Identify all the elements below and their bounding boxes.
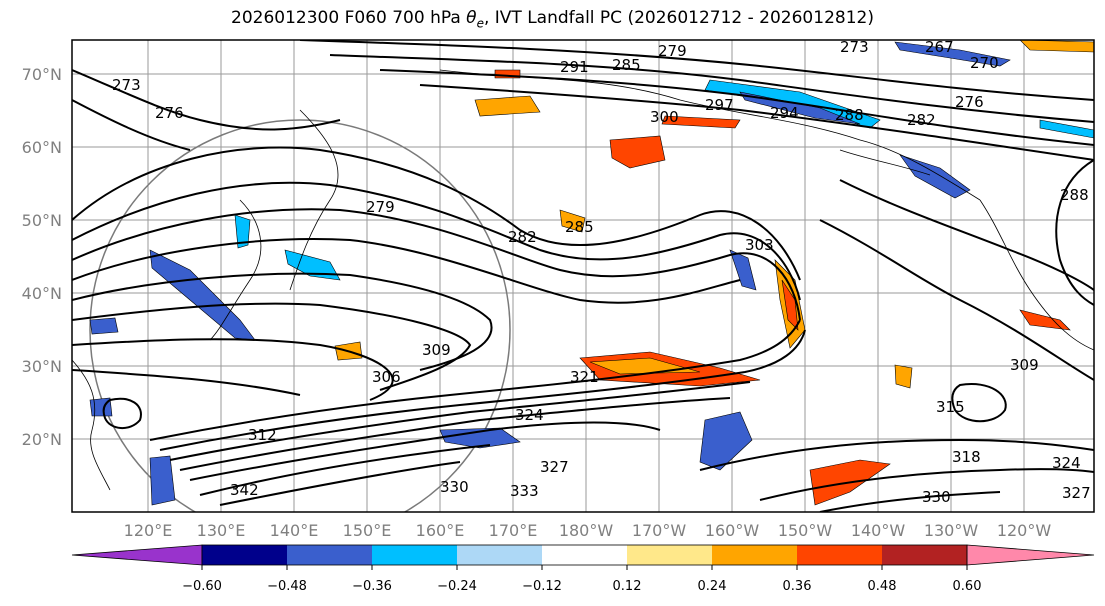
colorbar-extend-left	[71, 544, 203, 566]
lon-label: 160°E	[416, 521, 465, 540]
contour-label: 309	[422, 341, 451, 359]
contour-label: 327	[540, 458, 569, 476]
contour-label: 279	[366, 198, 395, 216]
contour-label: 279	[658, 42, 687, 60]
contour-label: 303	[745, 236, 774, 254]
contour-label: 288	[1060, 186, 1089, 204]
contour-label: 321	[570, 368, 599, 386]
contour-label: 306	[372, 368, 401, 386]
contour-label: 309	[1010, 356, 1039, 374]
contour-label: 324	[1052, 454, 1081, 472]
colorbar-segment	[202, 545, 287, 565]
contour-label: 273	[112, 76, 141, 94]
lat-label: 60°N	[22, 138, 62, 157]
lon-label: 170°W	[632, 521, 687, 540]
colorbar: −0.60 −0.48 −0.36 −0.24 −0.12 0.12 0.24 …	[71, 544, 1095, 594]
lat-label: 20°N	[22, 430, 62, 449]
colorbar-tick: 0.60	[953, 579, 982, 594]
contour-label: 294	[770, 104, 799, 122]
contour-label: 282	[907, 111, 936, 129]
colorbar-tick: −0.12	[522, 579, 562, 594]
contour-label: 276	[155, 104, 184, 122]
contour-label: 297	[705, 96, 734, 114]
contour-label: 330	[922, 488, 951, 506]
latitude-labels: 70°N 60°N 50°N 40°N 30°N 20°N	[22, 65, 62, 449]
contour-label: 315	[936, 398, 965, 416]
colorbar-tick: 0.48	[868, 579, 897, 594]
lon-label: 140°E	[270, 521, 319, 540]
colorbar-tick: −0.36	[352, 579, 392, 594]
lat-label: 30°N	[22, 357, 62, 376]
colorbar-segment	[797, 545, 882, 565]
lon-label: 150°W	[778, 521, 833, 540]
contour-label: 342	[230, 481, 259, 499]
colorbar-tick: −0.48	[267, 579, 307, 594]
contour-label: 282	[508, 228, 537, 246]
contour-label: 324	[515, 406, 544, 424]
lon-label: 180°W	[559, 521, 614, 540]
contour-label: 330	[440, 478, 469, 496]
colorbar-segment	[627, 545, 712, 565]
colorbar-tick: 0.36	[783, 579, 812, 594]
colorbar-tick: 0.24	[698, 579, 727, 594]
colorbar-segment	[882, 545, 967, 565]
contour-label: 333	[510, 482, 539, 500]
contour-label: 318	[952, 448, 981, 466]
colorbar-tick: 0.12	[613, 579, 642, 594]
colorbar-segment	[287, 545, 372, 565]
contour-label: 285	[612, 56, 641, 74]
colorbar-segment	[372, 545, 457, 565]
lon-label: 170°E	[489, 521, 538, 540]
lon-label: 160°W	[705, 521, 760, 540]
lon-label: 150°E	[343, 521, 392, 540]
contour-label: 273	[840, 38, 869, 56]
contour-label: 327	[1062, 484, 1091, 502]
lon-label: 130°E	[197, 521, 246, 540]
contour-labels: 279 285 291 297 294 288 273 267 270 276 …	[112, 38, 1091, 506]
colorbar-extend-right	[966, 544, 1095, 566]
contour-label: 312	[248, 426, 277, 444]
colorbar-tick: −0.24	[437, 579, 477, 594]
contour-label: 270	[970, 54, 999, 72]
colorbar-segment	[542, 545, 627, 565]
coastlines	[72, 69, 1094, 491]
colorbar-tick: −0.60	[182, 579, 222, 594]
lon-label: 120°W	[997, 521, 1052, 540]
colorbar-segment	[457, 545, 542, 565]
lon-label: 140°W	[851, 521, 906, 540]
map-title: 2026012300 F060 700 hPa θe, IVT Landfall…	[231, 8, 874, 31]
lat-label: 50°N	[22, 211, 62, 230]
theta-e-contours	[72, 40, 1094, 512]
contour-label: 291	[560, 58, 589, 76]
contour-label: 288	[835, 106, 864, 124]
colorbar-segment	[712, 545, 797, 565]
lat-label: 70°N	[22, 65, 62, 84]
lon-label: 130°W	[924, 521, 979, 540]
range-circle	[89, 119, 511, 512]
longitude-labels: 120°E 130°E 140°E 150°E 160°E 170°E 180°…	[124, 521, 1052, 540]
contour-label: 300	[650, 108, 679, 126]
contour-label: 267	[925, 38, 954, 56]
graticule	[72, 40, 1094, 512]
contour-label: 276	[955, 93, 984, 111]
contour-label: 285	[565, 218, 594, 236]
lon-label: 120°E	[124, 521, 173, 540]
lat-label: 40°N	[22, 284, 62, 303]
map-border	[71, 39, 1095, 513]
